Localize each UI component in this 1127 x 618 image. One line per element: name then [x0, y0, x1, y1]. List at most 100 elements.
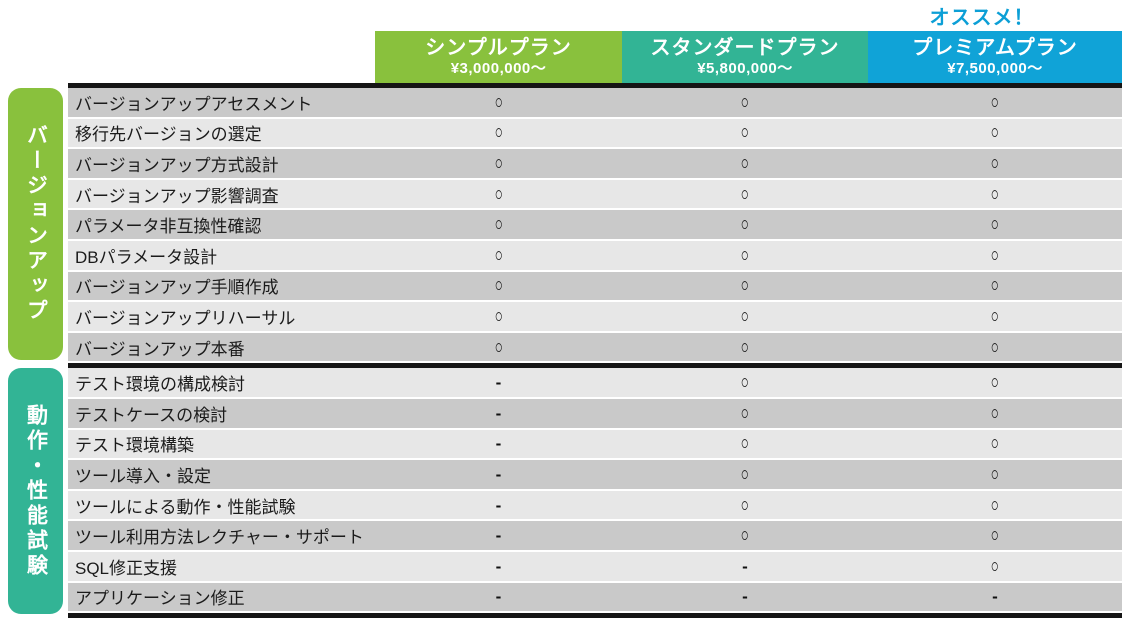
dash-mark: - [495, 526, 502, 546]
circle-mark: ○ [990, 402, 1000, 425]
table-row: バージョンアップアセスメント ○ ○ ○ [68, 88, 1122, 119]
table-row: バージョンアップリハーサル ○ ○ ○ [68, 302, 1122, 333]
plan-header-premium: プレミアムプラン ¥7,500,000～ [868, 31, 1122, 84]
row-label: アプリケーション修正 [75, 589, 245, 609]
plan-price: ¥7,500,000～ [947, 60, 1043, 78]
table-row: テストケースの検討 - ○ ○ [68, 398, 1122, 430]
circle-mark: ○ [990, 371, 1000, 394]
table-row: テスト環境構築 - ○ ○ [68, 429, 1122, 461]
circle-mark: ○ [740, 524, 750, 547]
plan-name: スタンダードプラン [650, 37, 840, 60]
circle-mark: ○ [990, 91, 1000, 114]
circle-mark: ○ [990, 524, 1000, 547]
table-bottom-border [68, 613, 1122, 618]
circle-mark: ○ [494, 121, 503, 144]
circle-mark: ○ [990, 336, 1000, 359]
table-row: バージョンアップ本番 ○ ○ ○ [68, 332, 1122, 364]
plan-header-standard: スタンダードプラン ¥5,800,000～ [622, 31, 868, 84]
dash-mark: - [742, 556, 748, 576]
row-label: テストケースの検討 [75, 405, 228, 425]
dash-mark: - [495, 434, 502, 454]
table-row: 移行先バージョンの選定 ○ ○ ○ [68, 118, 1122, 150]
table-row: ツール利用方法レクチャー・サポート - ○ ○ [68, 521, 1122, 552]
row-label: バージョンアップ本番 [75, 339, 245, 359]
dash-mark: - [495, 403, 502, 423]
plan-name: シンプルプラン [425, 37, 572, 60]
circle-mark: ○ [740, 152, 750, 175]
row-label: DBパラメータ設計 [75, 247, 218, 267]
row-label: パラメータ非互換性確認 [75, 217, 262, 237]
table-row: テスト環境の構成検討 - ○ ○ [68, 368, 1122, 399]
circle-mark: ○ [990, 213, 1000, 236]
row-label: ツールによる動作・性能試験 [75, 497, 296, 517]
row-label: バージョンアップリハーサル [75, 308, 296, 328]
row-label: 移行先バージョンの選定 [75, 125, 262, 145]
circle-mark: ○ [990, 274, 1000, 297]
circle-mark: ○ [740, 91, 750, 114]
row-label: ツール導入・設定 [75, 466, 211, 486]
circle-mark: ○ [494, 274, 503, 297]
table-row: パラメータ非互換性確認 ○ ○ ○ [68, 210, 1122, 241]
circle-mark: ○ [494, 305, 503, 328]
circle-mark: ○ [494, 336, 503, 359]
row-label: バージョンアップ方式設計 [75, 155, 279, 175]
circle-mark: ○ [494, 244, 503, 267]
section-label-versionup: バージョンアップ [8, 88, 63, 360]
row-label: SQL修正支援 [75, 558, 178, 578]
section-divider [68, 363, 1122, 369]
dash-mark: - [742, 587, 748, 607]
dash-mark: - [992, 587, 998, 607]
plan-name: プレミアムプラン [912, 37, 1078, 60]
circle-mark: ○ [990, 305, 1000, 328]
circle-mark: ○ [740, 432, 750, 455]
circle-mark: ○ [740, 463, 750, 486]
circle-mark: ○ [990, 493, 1000, 517]
circle-mark: ○ [740, 183, 750, 206]
plan-price: ¥3,000,000～ [450, 60, 547, 78]
table-row: バージョンアップ影響調査 ○ ○ ○ [68, 179, 1122, 211]
dash-mark: - [495, 587, 502, 607]
circle-mark: ○ [740, 121, 750, 144]
circle-mark: ○ [740, 493, 750, 517]
plan-header-simple: シンプルプラン ¥3,000,000～ [375, 31, 622, 84]
table-row: SQL修正支援 - - ○ [68, 551, 1122, 583]
table-row: バージョンアップ手順作成 ○ ○ ○ [68, 271, 1122, 303]
circle-mark: ○ [990, 244, 1000, 267]
circle-mark: ○ [740, 305, 750, 328]
table-body: バージョンアップアセスメント ○ ○ ○ 移行先バージョンの選定 ○ ○ ○ バージョンアップ方… [68, 83, 1122, 618]
dash-mark: - [495, 495, 502, 515]
circle-mark: ○ [740, 213, 750, 236]
circle-mark: ○ [740, 402, 750, 425]
row-label: バージョンアップ手順作成 [75, 278, 279, 298]
circle-mark: ○ [740, 336, 750, 359]
plan-price: ¥5,800,000～ [697, 60, 793, 78]
table-row: ツールによる動作・性能試験 - ○ ○ [68, 490, 1122, 522]
circle-mark: ○ [990, 121, 1000, 144]
table-top-border [68, 83, 1122, 88]
row-label: バージョンアップ影響調査 [75, 186, 279, 206]
circle-mark: ○ [494, 91, 503, 114]
circle-mark: ○ [740, 244, 750, 267]
dash-mark: - [495, 373, 502, 393]
row-label: テスト環境構築 [75, 436, 194, 456]
circle-mark: ○ [494, 213, 503, 236]
circle-mark: ○ [740, 371, 750, 394]
circle-mark: ○ [990, 555, 1000, 578]
circle-mark: ○ [740, 274, 750, 297]
circle-mark: ○ [990, 432, 1000, 455]
circle-mark: ○ [990, 463, 1000, 486]
section-label-performance-test: 動作・性能試験 [8, 368, 63, 614]
circle-mark: ○ [494, 152, 503, 175]
table-row: ツール導入・設定 - ○ ○ [68, 460, 1122, 491]
table-row: DBパラメータ設計 ○ ○ ○ [68, 240, 1122, 272]
row-label: テスト環境の構成検討 [75, 375, 245, 395]
circle-mark: ○ [990, 152, 1000, 175]
circle-mark: ○ [990, 183, 1000, 206]
recommended-badge: オススメ！ [929, 7, 1035, 29]
dash-mark: - [495, 464, 502, 484]
circle-mark: ○ [494, 183, 503, 206]
table-row: アプリケーション修正 - - - [68, 582, 1122, 614]
row-label: ツール利用方法レクチャー・サポート [75, 528, 364, 548]
table-row: バージョンアップ方式設計 ○ ○ ○ [68, 149, 1122, 180]
